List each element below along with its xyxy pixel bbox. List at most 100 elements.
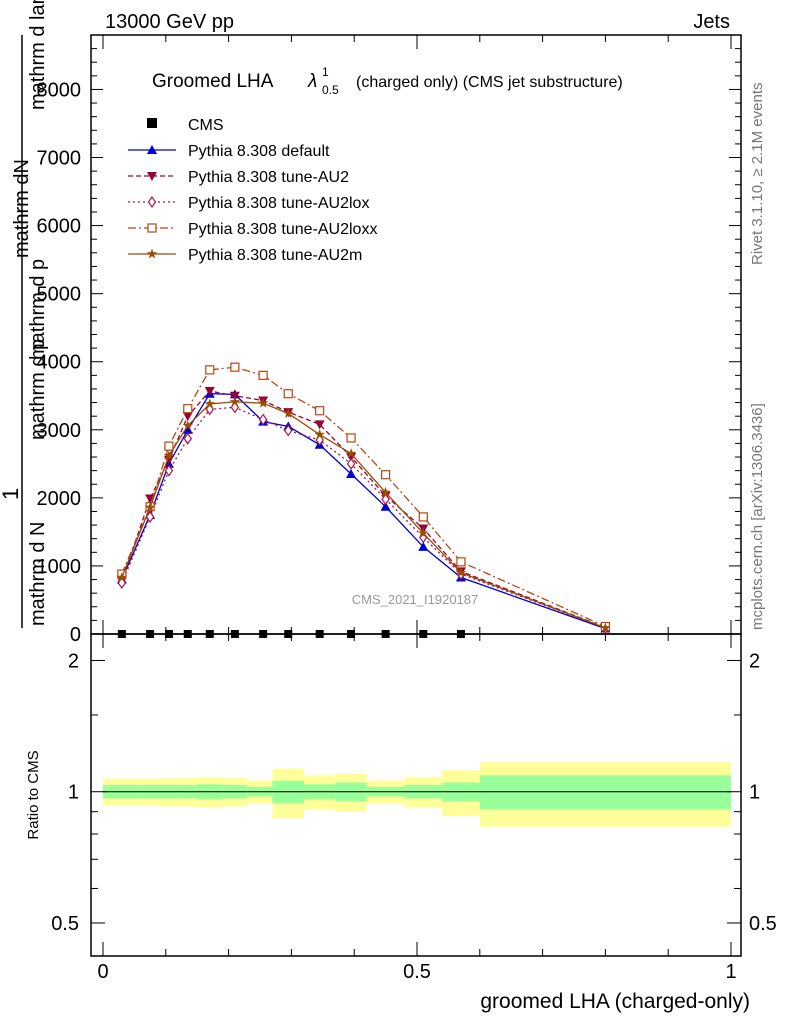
series-2-point-9 (346, 457, 356, 470)
series-3-point-4 (205, 365, 215, 375)
series-0-point-9 (346, 469, 357, 479)
series-3-point-9 (346, 433, 356, 443)
mcplots-label: mcplots.cern.ch [arXiv:1306.3436] (749, 403, 766, 630)
ylabel-den-b: mathrm d lambda (27, 0, 49, 110)
series-4-point-4 (204, 398, 215, 409)
legend-label-2: Pythia 8.308 tune-AU2 (188, 169, 349, 186)
series-3-point-8 (315, 406, 325, 416)
cms-point-7 (284, 630, 293, 638)
series-3-point-2 (164, 441, 174, 451)
series-3-point-7 (283, 389, 293, 399)
series-line-1 (121, 390, 606, 629)
cms-points (117, 630, 465, 638)
title-sub: 0.5 (322, 83, 339, 97)
series-3-point-10 (381, 470, 391, 480)
series-3 (117, 362, 611, 632)
cms-point-5 (230, 630, 239, 638)
main-ytick-label-5: 5000 (37, 284, 82, 306)
series-3-point-6 (258, 370, 268, 380)
cms-point-11 (419, 630, 428, 638)
series-4-point-12 (455, 567, 467, 578)
series-4-point-9 (345, 448, 357, 459)
legend-entry-1: Pythia 8.308 default (128, 143, 330, 160)
series-4-point-0 (116, 572, 128, 582)
series-4 (116, 396, 611, 633)
cms-point-3 (183, 630, 192, 638)
cms-point-4 (205, 630, 214, 638)
series-4-point-11 (418, 527, 429, 538)
series-2-point-10 (381, 493, 390, 506)
legend-entry-4: Pythia 8.308 tune-AU2loxx (128, 221, 377, 238)
series-2-point-1 (145, 510, 155, 523)
legend-entry-5: Pythia 8.308 tune-AU2m (128, 247, 362, 264)
legend-label-5: Pythia 8.308 tune-AU2m (188, 247, 362, 264)
ylabel-one-den: mathrm d N (27, 522, 49, 626)
series-2-point-2 (164, 464, 174, 477)
main-ytick-label-8: 8000 (37, 79, 82, 101)
legend-label-4: Pythia 8.308 tune-AU2loxx (188, 221, 377, 238)
legend-entry-3: Pythia 8.308 tune-AU2lox (128, 195, 369, 212)
series-3-point-5 (230, 362, 240, 372)
cms-point-10 (381, 630, 390, 638)
cms-point-9 (347, 630, 356, 638)
title-lambda: λ (307, 71, 317, 92)
series-0-point-10 (380, 501, 391, 511)
legend-label-1: Pythia 8.308 default (188, 143, 330, 160)
main-ytick-label-7: 7000 (37, 148, 82, 170)
ratio-ytick-label-left-0: 0.5 (51, 913, 79, 935)
ratio-stat-band-13 (479, 775, 731, 810)
xtick-label-0: 0 (97, 961, 108, 983)
cms-point-8 (315, 630, 324, 638)
legend-label-3: Pythia 8.308 tune-AU2lox (188, 195, 369, 212)
series-4-point-5 (229, 396, 241, 407)
ratio-ytick-label-right-1: 1 (749, 782, 760, 804)
ratio-bands (103, 761, 731, 828)
main-ytick-label-1: 1000 (37, 556, 82, 578)
series-4-point-6 (257, 397, 269, 408)
x-axis-label: groomed LHA (charged-only) (480, 990, 750, 1013)
series-4-point-7 (283, 408, 294, 418)
series-1-point-8 (314, 420, 325, 430)
series-line-4 (121, 401, 606, 629)
series-4-point-1 (144, 501, 156, 512)
series-4-point-2 (163, 450, 175, 461)
collision-label: 13000 GeV pp (105, 11, 234, 33)
legend-marker-3 (147, 195, 157, 209)
series-line-2 (121, 406, 606, 629)
title-sup: 1 (322, 65, 329, 79)
main-ytick-label-0: 0 (70, 624, 81, 646)
title-rest: (charged only) (CMS jet substructure) (356, 74, 623, 91)
main-ytick-label-3: 3000 (37, 420, 82, 442)
series-0-point-3 (182, 424, 193, 434)
legend-marker-5 (146, 248, 158, 259)
legend-marker-4 (147, 223, 157, 233)
plot-title: Groomed LHA λ 1 0.5 (charged only) (CMS … (152, 65, 623, 97)
process-label: Jets (693, 11, 730, 33)
ratio-ytick-label-left-1: 1 (68, 782, 79, 804)
series-3-point-11 (418, 512, 428, 522)
cms-point-12 (456, 630, 465, 638)
rivet-label: Rivet 3.1.10, ≥ 2.1M events (749, 83, 766, 266)
cms-point-1 (146, 630, 155, 638)
cms-point-6 (259, 630, 268, 638)
cms-point-0 (117, 630, 126, 638)
ratio-y-axis-label: Ratio to CMS (25, 750, 42, 839)
main-ylabel: mathrm dN mathrm d p mathrm d lambda 1 m… (0, 0, 49, 628)
ratio-ytick-label-right-0: 0.5 (749, 913, 777, 935)
ratio-ytick-label-right-2: 2 (749, 650, 760, 672)
series-4-point-13 (600, 622, 611, 633)
ratio-frame (90, 633, 742, 957)
ylabel-one: 1 (0, 488, 23, 500)
main-ytick-label-2: 2000 (37, 488, 82, 510)
series-1-point-4 (204, 386, 215, 396)
ylabel-den-a2: mathrm d p (27, 339, 49, 440)
series-2-point-6 (258, 413, 268, 426)
series-4-point-8 (314, 429, 325, 439)
title-main: Groomed LHA (152, 71, 274, 92)
legend-entry-2: Pythia 8.308 tune-AU2 (128, 169, 349, 186)
series-4-point-3 (182, 420, 193, 431)
main-ytick-label-4: 4000 (37, 352, 82, 374)
analysis-watermark: CMS_2021_I1920187 (352, 592, 479, 607)
series-2-point-3 (183, 432, 193, 445)
series-1-point-5 (229, 391, 240, 401)
